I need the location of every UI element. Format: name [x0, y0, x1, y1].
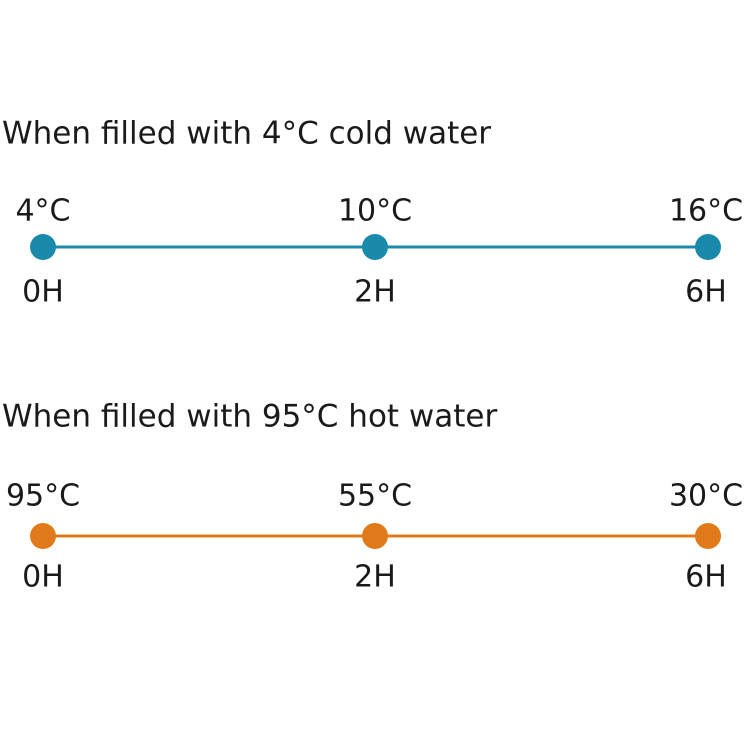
time: 0H: [22, 560, 64, 595]
temperature: 55°C: [338, 479, 412, 514]
temperature: 10°C: [338, 194, 412, 229]
section-title: When filled with 4°C cold water: [2, 116, 491, 152]
cold-section: When filled with 4°C cold water 4°C 10°C…: [2, 116, 743, 310]
time: 2H: [354, 560, 396, 595]
dot: [30, 523, 56, 549]
time: 6H: [685, 275, 727, 310]
hot-section: When filled with 95°C hot water 95°C 55°…: [2, 399, 743, 595]
temperature: 95°C: [6, 479, 80, 514]
time: 2H: [354, 275, 396, 310]
temperature: 16°C: [669, 194, 743, 229]
temperature: 4°C: [15, 194, 70, 229]
dot: [695, 523, 721, 549]
section-title: When filled with 95°C hot water: [2, 399, 497, 435]
time: 0H: [22, 275, 64, 310]
dot: [30, 234, 56, 260]
dot: [362, 234, 388, 260]
dot: [362, 523, 388, 549]
temperature: 30°C: [669, 479, 743, 514]
dot: [695, 234, 721, 260]
time: 6H: [685, 560, 727, 595]
